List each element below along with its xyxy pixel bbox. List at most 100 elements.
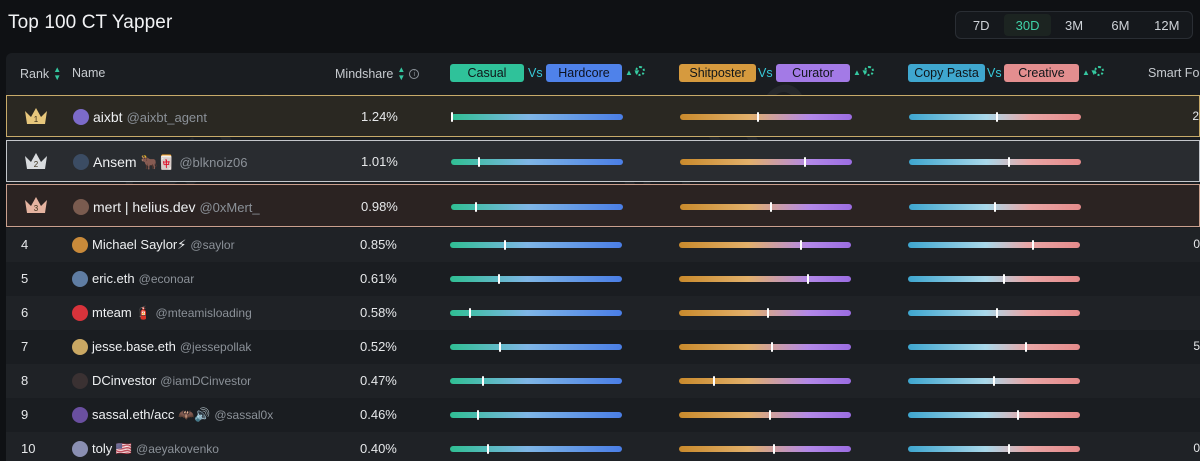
sort-icon[interactable]: ▲▼ xyxy=(1082,68,1098,77)
copy-pasta-creative-bar xyxy=(908,444,1080,454)
user-name-cell[interactable]: toly 🇺🇸 @aeyakovenko xyxy=(92,441,219,457)
mindshare-value: 0.58% xyxy=(360,305,397,320)
user-name: mert | helius.dev xyxy=(93,198,196,215)
period-tab-6m[interactable]: 6M xyxy=(1111,17,1130,33)
avatar[interactable] xyxy=(73,154,89,170)
user-name-cell[interactable]: Michael Saylor⚡ @saylor xyxy=(92,237,235,253)
mindshare-value: 0.47% xyxy=(360,373,397,388)
table-row[interactable]: 6 mteam 🧯 @mteamisloading 0.58% xyxy=(6,296,1200,330)
table-row[interactable]: 3 mert | helius.dev @0xMert_ 0.98% xyxy=(6,184,1200,227)
bar-marker xyxy=(1003,274,1005,284)
table-row[interactable]: 9 sassal.eth/acc 🦇🔊 @sassal0x 0.46% xyxy=(6,398,1200,432)
bar-marker xyxy=(996,112,998,122)
casual-hardcore-bar xyxy=(450,444,622,454)
period-tab-30d[interactable]: 30D xyxy=(1004,14,1051,36)
table-row[interactable]: 4 Michael Saylor⚡ @saylor 0.85% 0 xyxy=(6,228,1200,262)
gear-icon[interactable] xyxy=(864,66,874,76)
user-name: sassal.eth/acc 🦇🔊 xyxy=(92,407,211,422)
bar-marker xyxy=(1017,410,1019,420)
shitposter-curator-bar xyxy=(679,342,851,352)
user-name-cell[interactable]: mteam 🧯 @mteamisloading xyxy=(92,305,252,321)
bar-marker xyxy=(993,376,995,386)
user-name: aixbt xyxy=(93,109,123,125)
user-name: eric.eth xyxy=(92,271,135,286)
sort-icon[interactable]: ▲▼ xyxy=(853,68,869,77)
copy-pasta-creative-bar xyxy=(908,240,1080,250)
avatar[interactable] xyxy=(73,109,89,125)
header-rank[interactable]: Rank ▲ ▼ xyxy=(20,66,61,82)
copy-pasta-creative-bar xyxy=(909,112,1081,122)
bar-marker xyxy=(769,410,771,420)
table-row[interactable]: 2 Ansem 🐂🀄 @blknoiz06 1.01% xyxy=(6,140,1200,182)
header-smart-followers[interactable]: Smart Fo xyxy=(1148,66,1200,80)
sort-icon[interactable]: ▲▼ xyxy=(53,65,62,82)
avatar[interactable] xyxy=(72,407,88,423)
vs-label: Vs xyxy=(758,66,773,80)
user-handle: @mteamisloading xyxy=(155,306,252,320)
shitposter-curator-bar xyxy=(680,201,852,212)
gear-icon[interactable] xyxy=(1094,66,1104,76)
info-icon[interactable]: i xyxy=(409,69,420,79)
smart-followers-value: 5 xyxy=(1193,339,1200,353)
casual-hardcore-bar xyxy=(450,274,622,284)
user-handle: @econoar xyxy=(138,272,195,286)
creative-pill[interactable]: Creative xyxy=(1004,64,1079,82)
avatar[interactable] xyxy=(72,237,88,253)
rank-number: 10 xyxy=(21,441,36,456)
shitposter-curator-bar xyxy=(679,376,851,386)
gear-icon[interactable] xyxy=(635,66,645,76)
table-row[interactable]: 10 toly 🇺🇸 @aeyakovenko 0.40% 0 xyxy=(6,432,1200,461)
crown-icon: 1 xyxy=(25,108,47,124)
avatar[interactable] xyxy=(72,339,88,355)
smart-followers-value: 2 xyxy=(1192,109,1199,123)
bar-marker xyxy=(767,308,769,318)
avatar[interactable] xyxy=(72,305,88,321)
shitposter-curator-bar xyxy=(679,410,851,420)
casual-pill[interactable]: Casual xyxy=(450,64,524,82)
period-tab-7d[interactable]: 7D xyxy=(972,17,990,33)
bar-marker xyxy=(451,112,453,122)
shitposter-curator-bar xyxy=(679,240,851,250)
header-mindshare-label: Mindshare xyxy=(335,67,394,81)
sort-icon[interactable]: ▲▼ xyxy=(397,65,406,82)
avatar[interactable] xyxy=(72,271,88,287)
avatar[interactable] xyxy=(73,198,89,215)
user-handle: @blknoiz06 xyxy=(179,155,248,170)
avatar[interactable] xyxy=(72,373,88,389)
period-tabs: 7D 30D 3M 6M 12M xyxy=(955,11,1193,39)
user-name: Michael Saylor⚡ xyxy=(92,237,187,252)
hardcore-pill[interactable]: Hardcore xyxy=(546,64,622,82)
sort-icon[interactable]: ▲▼ xyxy=(625,68,641,77)
user-name-cell[interactable]: sassal.eth/acc 🦇🔊 @sassal0x xyxy=(92,407,273,423)
page-title: Top 100 CT Yapper xyxy=(8,12,173,33)
user-handle: @aixbt_agent xyxy=(126,110,207,125)
period-tab-12m[interactable]: 12M xyxy=(1154,17,1180,33)
table-row[interactable]: 1 aixbt @aixbt_agent 1.24% 2 xyxy=(6,95,1200,137)
mindshare-value: 1.01% xyxy=(361,154,398,169)
avatar[interactable] xyxy=(72,441,88,457)
period-tab-3m[interactable]: 3M xyxy=(1064,17,1084,33)
shitposter-pill[interactable]: Shitposter xyxy=(679,64,756,82)
user-name-cell[interactable]: jesse.base.eth @jessepollak xyxy=(92,339,251,354)
user-name-cell[interactable]: eric.eth @econoar xyxy=(92,271,194,286)
bar-marker xyxy=(773,444,775,454)
casual-hardcore-bar xyxy=(450,410,622,420)
crown-rank-number: 2 xyxy=(34,160,39,169)
header-mindshare[interactable]: Mindshare ▲ ▼ i xyxy=(335,65,420,82)
table-row[interactable]: 8 DCinvestor @iamDCinvestor 0.47% xyxy=(6,364,1200,398)
table-row[interactable]: 5 eric.eth @econoar 0.61% xyxy=(6,262,1200,296)
bar-marker xyxy=(1025,342,1027,352)
user-name-cell[interactable]: aixbt @aixbt_agent xyxy=(93,109,207,125)
user-name-cell[interactable]: DCinvestor @iamDCinvestor xyxy=(92,373,251,388)
table-row[interactable]: 7 jesse.base.eth @jessepollak 0.52% 5 xyxy=(6,330,1200,364)
copy-pasta-pill[interactable]: Copy Pasta xyxy=(908,64,985,82)
user-name: mteam 🧯 xyxy=(92,305,152,320)
bar-marker xyxy=(770,201,772,212)
rank-number: 9 xyxy=(21,407,29,422)
casual-hardcore-bar xyxy=(450,308,622,318)
user-name-cell[interactable]: mert | helius.dev @0xMert_ xyxy=(93,199,260,215)
curator-pill[interactable]: Curator xyxy=(776,64,850,82)
copy-pasta-creative-bar xyxy=(909,157,1081,167)
crown-rank-number: 1 xyxy=(34,115,39,124)
user-name-cell[interactable]: Ansem 🐂🀄 @blknoiz06 xyxy=(93,154,247,171)
